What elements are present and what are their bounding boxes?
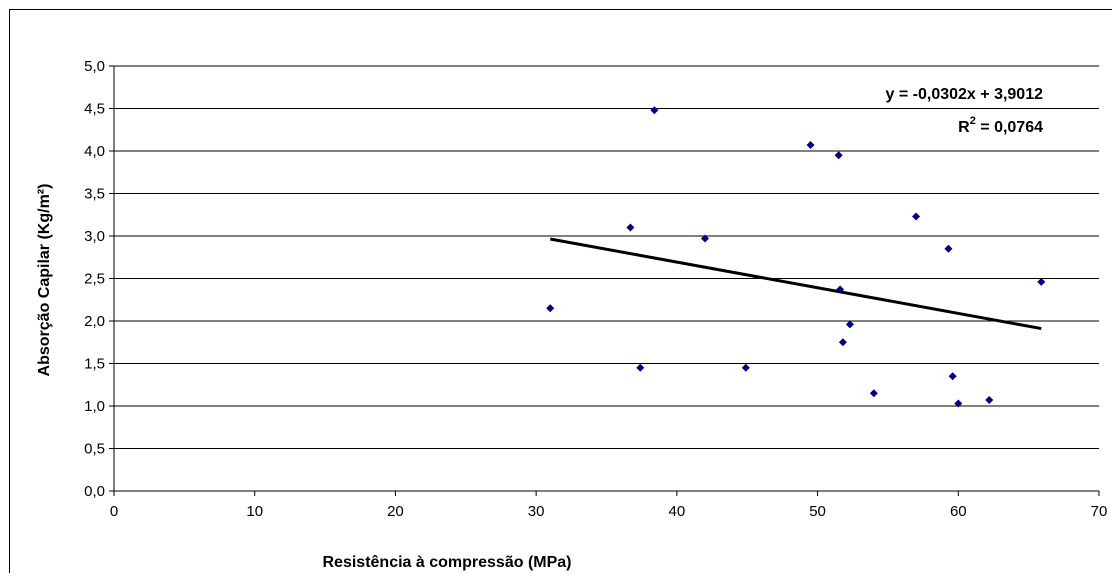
y-tick-label: 3,5: [84, 186, 105, 203]
y-axis-title: Absorção Capilar (Kg/m²): [36, 184, 53, 377]
r-squared-superscript: 2: [970, 115, 976, 127]
y-tick-label: 1,0: [84, 398, 105, 415]
y-tick-label: 5,0: [84, 58, 105, 75]
data-point: [838, 338, 847, 347]
axes: [109, 65, 1100, 496]
data-point: [985, 396, 994, 405]
tick-labels: 0,0 0,5 1,0 1,5 2,0 2,5 3,0 3,5 4,0 4,5 5,0 0 10 20 30…: [84, 58, 1107, 520]
data-point: [626, 223, 635, 232]
x-tick-label: 0: [110, 503, 118, 520]
trendline: [549, 237, 1042, 331]
y-tick-label: 2,5: [84, 271, 105, 288]
x-tick-label: 40: [669, 503, 686, 520]
data-point: [834, 151, 843, 160]
r-squared-label: R2 = 0,0764: [958, 115, 1043, 136]
data-point: [1037, 277, 1046, 286]
data-point: [650, 106, 659, 115]
data-point: [948, 372, 957, 381]
r-squared-value: = 0,0764: [976, 119, 1043, 136]
y-tick-label: 1,5: [84, 356, 105, 373]
data-point: [701, 234, 709, 243]
r-squared-prefix: R: [958, 119, 970, 136]
trendline-equation: y = -0,0302x + 3,9012: [886, 86, 1044, 103]
data-point: [836, 285, 845, 294]
y-tick-label: 2,0: [84, 313, 105, 330]
data-point: [546, 304, 555, 313]
x-tick-label: 20: [387, 503, 404, 520]
gridlines: [114, 65, 1099, 449]
x-tick-label: 30: [528, 503, 545, 520]
trendline-group: [549, 237, 1042, 331]
data-point: [636, 363, 645, 372]
y-tick-label: 4,5: [84, 101, 105, 118]
data-point: [741, 363, 750, 372]
scatter-chart: 0,0 0,5 1,0 1,5 2,0 2,5 3,0 3,5 4,0 4,5 5,0 0 10 20 30…: [36, 58, 1107, 571]
chart-area: 0,0 0,5 1,0 1,5 2,0 2,5 3,0 3,5 4,0 4,5 5,0 0 10 20 30…: [9, 9, 1112, 573]
y-tick-label: 0,5: [84, 441, 105, 458]
x-axis-title: Resistência à compressão (MPa): [323, 554, 572, 571]
x-tick-label: 10: [246, 503, 263, 520]
data-point: [869, 389, 878, 398]
data-point: [806, 141, 815, 150]
x-tick-label: 60: [950, 503, 967, 520]
data-point: [954, 399, 963, 408]
x-tick-label: 50: [809, 503, 826, 520]
data-point: [912, 212, 921, 221]
y-tick-label: 4,0: [84, 143, 105, 160]
x-tick-label: 70: [1091, 503, 1108, 520]
y-tick-label: 3,0: [84, 228, 105, 245]
data-point: [944, 244, 953, 253]
data-points: [546, 106, 1046, 408]
y-tick-label: 0,0: [84, 483, 105, 500]
data-point: [845, 320, 854, 329]
